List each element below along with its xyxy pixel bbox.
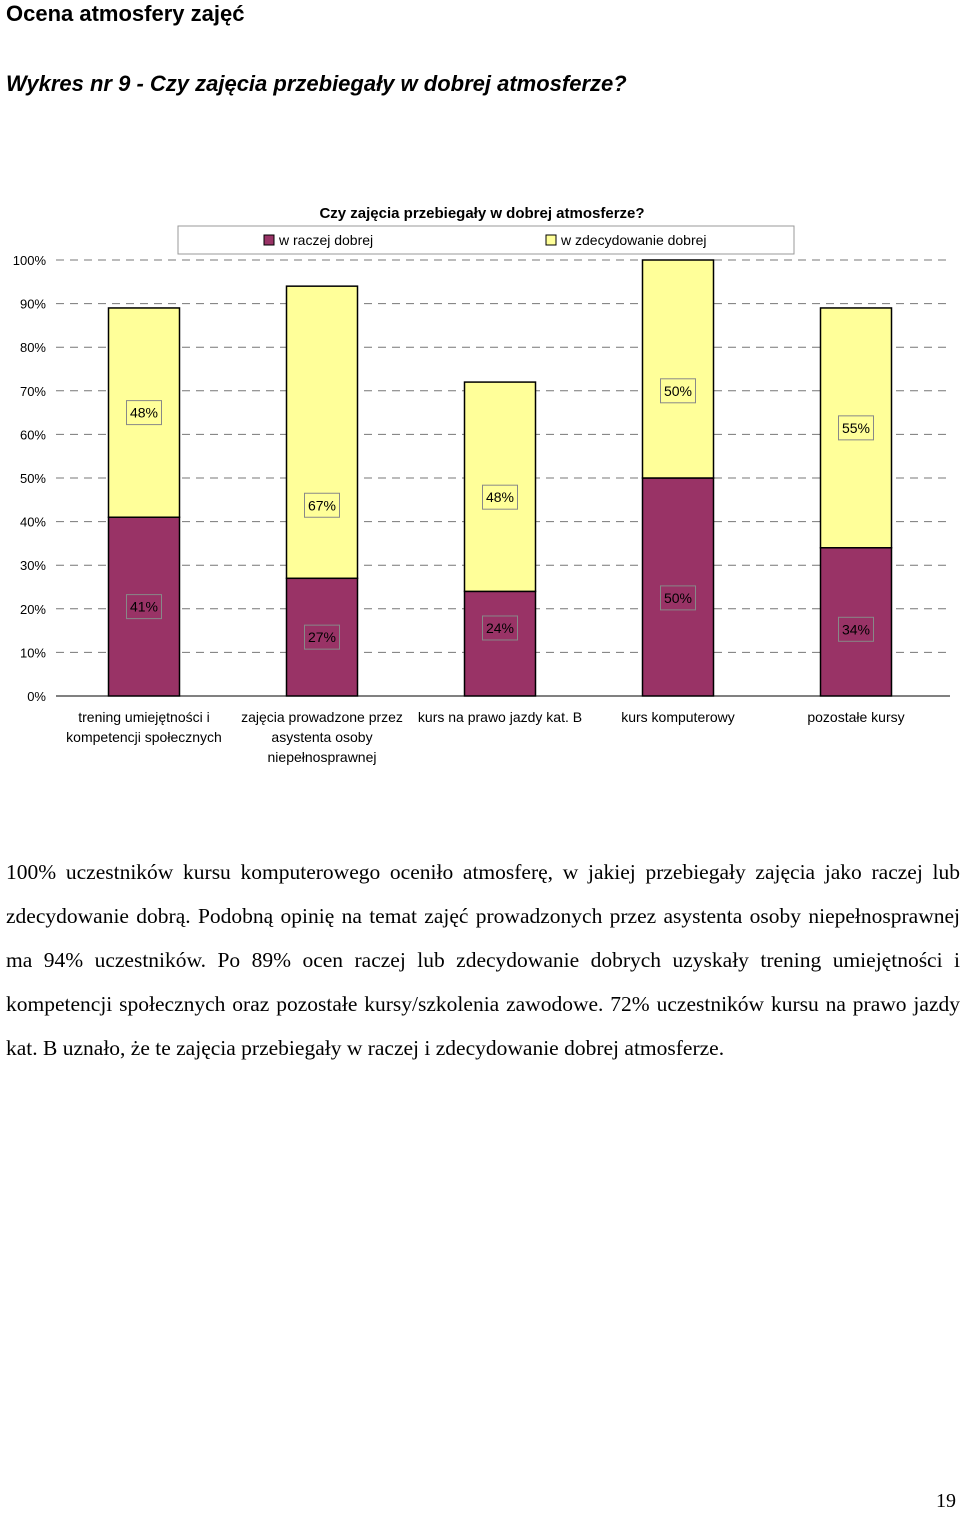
data-label-box [482, 484, 518, 510]
legend-label-zdecydowanie-dobrej: w zdecydowanie dobrej [560, 232, 707, 248]
legend-swatch-raczej-dobrej [263, 234, 275, 246]
y-tick-label: 40% [20, 515, 46, 530]
y-tick-label: 90% [20, 297, 46, 312]
data-label-box [838, 415, 874, 441]
data-label: 27% [308, 629, 336, 645]
y-axis: 0% 10% 20% 30% 40% 50% 60% 70% 80% 90% 100% [13, 253, 47, 704]
x-tick-label: kurs komputerowy [621, 709, 735, 725]
x-tick-label: kompetencji społecznych [66, 729, 222, 745]
x-tick-label: kurs na prawo jazdy kat. B [418, 709, 582, 725]
data-label: 34% [842, 621, 870, 637]
bar-segment [463, 590, 537, 697]
y-tick-label: 100% [13, 253, 47, 268]
x-axis: trening umiejętności i kompetencji społec… [56, 695, 950, 765]
y-tick-label: 70% [20, 384, 46, 399]
data-label-box [126, 594, 162, 620]
chart-legend: w raczej dobrej w zdecydowanie dobrej [177, 225, 795, 255]
page-heading: Ocena atmosfery zajęć [6, 1, 245, 26]
bar-segment [285, 285, 359, 580]
data-label: 55% [842, 420, 870, 436]
y-tick-label: 80% [20, 340, 46, 355]
y-tick-label: 60% [20, 427, 46, 442]
y-tick-label: 30% [20, 558, 46, 573]
data-label-box [126, 400, 162, 426]
x-tick-label: niepełnosprawnej [268, 749, 377, 765]
y-tick-label: 50% [20, 471, 46, 486]
x-tick-label: trening umiejętności i [78, 709, 210, 725]
legend-frame [177, 225, 795, 255]
y-tick-label: 0% [27, 689, 46, 704]
data-label: 24% [486, 620, 514, 636]
data-label: 50% [664, 590, 692, 606]
page-number: 19 [936, 1490, 956, 1512]
summary-paragraph: 100% uczestników kursu komputerowego oce… [6, 860, 960, 1060]
data-label: 67% [308, 497, 336, 513]
data-label: 48% [486, 489, 514, 505]
data-label-box [304, 624, 340, 650]
chart-bars: 41% 48% 27% 67% 24% 48% 50% 50% 34% 55% [107, 259, 893, 697]
chart-gridlines [56, 259, 950, 653]
bar-segment [641, 259, 715, 479]
y-tick-label: 20% [20, 602, 46, 617]
x-tick-label: zajęcia prowadzone przez [241, 709, 403, 725]
y-tick-label: 10% [20, 645, 46, 660]
data-label-box [660, 378, 696, 404]
legend-swatch-zdecydowanie-dobrej [545, 234, 557, 246]
data-label-box [304, 492, 340, 518]
data-label: 48% [130, 405, 158, 421]
data-label-box [660, 585, 696, 611]
stacked-bar-chart: Czy zajęcia przebiegały w dobrej atmosfe… [13, 205, 950, 765]
chart-title: Czy zajęcia przebiegały w dobrej atmosfe… [319, 205, 644, 222]
data-label: 41% [130, 599, 158, 615]
x-tick-label: pozostałe kursy [807, 709, 904, 725]
legend-label-raczej-dobrej: w raczej dobrej [278, 232, 373, 248]
data-label: 50% [664, 383, 692, 399]
chart-caption: Wykres nr 9 - Czy zajęcia przebiegały w … [6, 71, 627, 96]
data-label-box [838, 616, 874, 642]
x-tick-label: asystenta osoby [271, 729, 372, 745]
data-label-box [482, 615, 518, 641]
